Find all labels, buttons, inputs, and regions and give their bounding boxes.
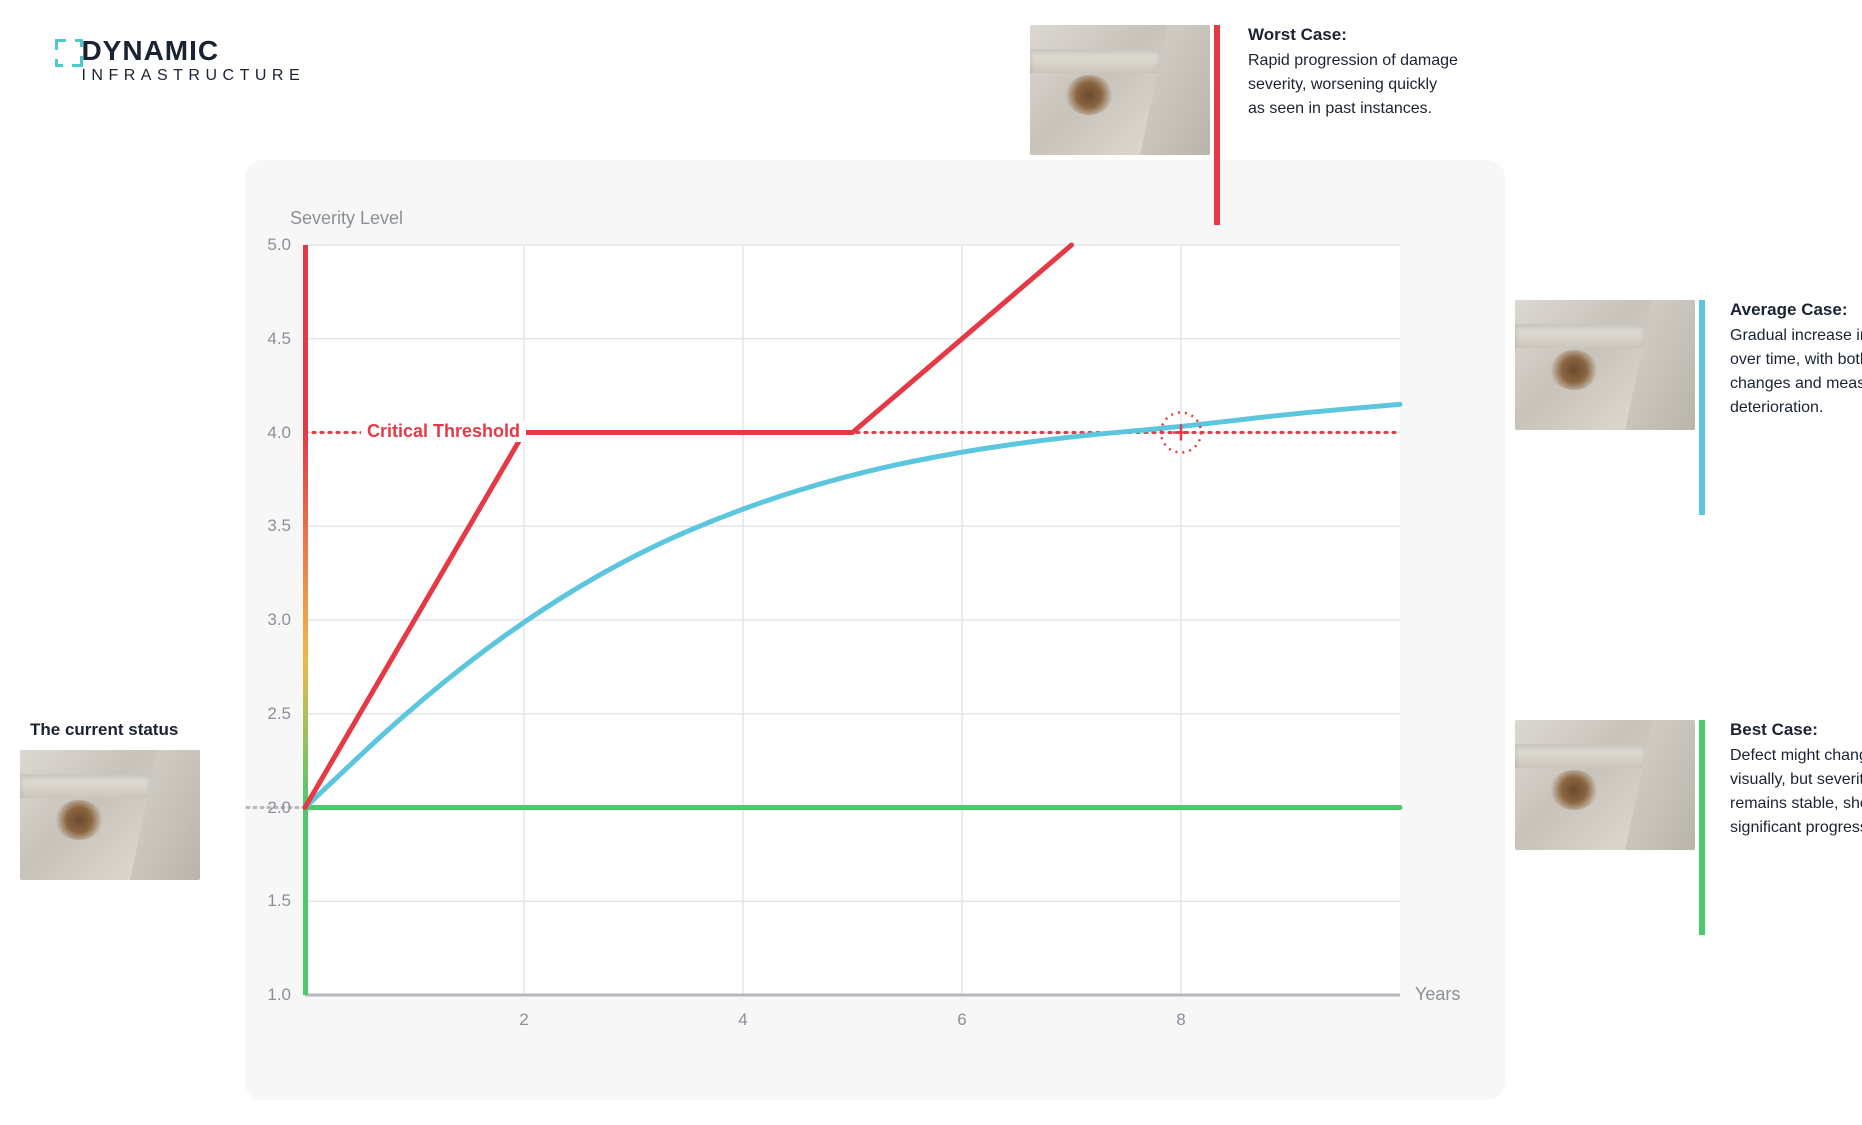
current-status-label: The current status (30, 720, 178, 740)
logo-line2: INFRASTRUCTURE (81, 67, 305, 85)
best-case-thumbnail (1515, 720, 1695, 850)
worst-case-body: Rapid progression of damage severity, wo… (1248, 49, 1458, 121)
y-tick-label: 3.0 (245, 610, 291, 630)
x-tick-label: 6 (957, 1010, 966, 1030)
logo-bracket-icon (55, 39, 83, 67)
worst-case-title: Worst Case: (1248, 25, 1458, 45)
average-case-body-2: Gradual increase in severity over time, … (1730, 324, 1862, 420)
x-tick-label: 8 (1176, 1010, 1185, 1030)
y-tick-label: 4.0 (245, 423, 291, 443)
worst-case-stripe (1214, 25, 1220, 225)
average-case-stripe (1699, 300, 1705, 515)
x-tick-label: 2 (519, 1010, 528, 1030)
best-case-body: Defect might change visually, but severi… (1730, 744, 1862, 840)
average-case-callout-text: Average Case: Gradual increase in severi… (1730, 300, 1862, 420)
best-case-callout: Best Case: Defect might change visually,… (1730, 720, 1862, 840)
worst-case-callout: Worst Case: Rapid progression of damage … (1248, 25, 1458, 121)
x-tick-label: 4 (738, 1010, 747, 1030)
y-tick-label: 2.0 (245, 798, 291, 818)
average-case-title-2: Average Case: (1730, 300, 1862, 320)
y-tick-label: 2.5 (245, 704, 291, 724)
logo-line1: DYNAMIC (81, 35, 305, 67)
y-tick-label: 5.0 (245, 235, 291, 255)
y-tick-label: 1.5 (245, 891, 291, 911)
current-status-thumbnail (20, 750, 200, 880)
severity-chart (245, 160, 1505, 1100)
worst-case-thumbnail (1030, 25, 1210, 155)
y-tick-label: 3.5 (245, 516, 291, 536)
y-tick-label: 4.5 (245, 329, 291, 349)
brand-logo: DYNAMIC INFRASTRUCTURE (55, 35, 305, 85)
average-case-thumbnail (1515, 300, 1695, 430)
y-tick-label: 1.0 (245, 985, 291, 1005)
best-case-title: Best Case: (1730, 720, 1862, 740)
threshold-label: Critical Threshold (361, 421, 526, 442)
chart-panel: Severity Level Years 1.01.52.02.53.03.54… (245, 160, 1505, 1100)
best-case-stripe (1699, 720, 1705, 935)
